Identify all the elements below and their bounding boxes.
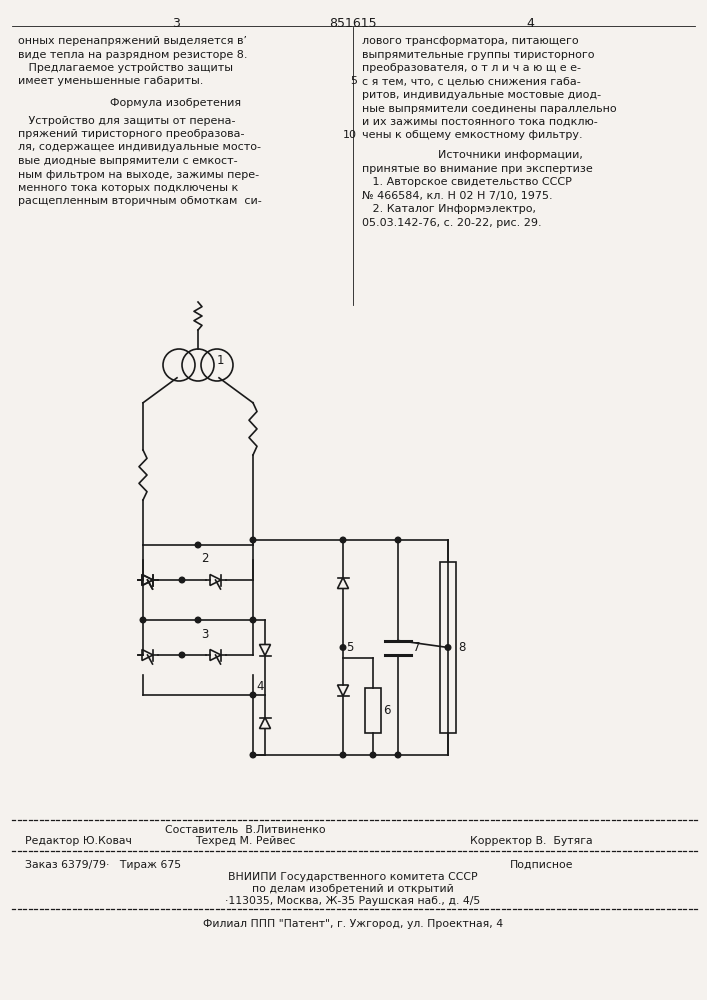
Text: Источники информации,: Источники информации, [438,150,583,160]
Text: менного тока которых подключены к: менного тока которых подключены к [18,183,238,193]
Circle shape [250,537,256,543]
Text: 2: 2 [201,552,209,566]
Text: Формула изобретения: Формула изобретения [110,98,242,108]
Text: 4: 4 [526,17,534,30]
Text: ля, содержащее индивидуальные мосто-: ля, содержащее индивидуальные мосто- [18,142,261,152]
Text: пряжений тиристорного преобразова-: пряжений тиристорного преобразова- [18,129,245,139]
Text: 3: 3 [201,628,209,641]
Text: лового трансформатора, питающего: лового трансформатора, питающего [362,36,578,46]
Text: вые диодные выпрямители с емкост-: вые диодные выпрямители с емкост- [18,156,238,166]
Text: ·113035, Москва, Ж-35 Раушская наб., д. 4/5: ·113035, Москва, Ж-35 Раушская наб., д. … [226,896,481,906]
Circle shape [340,645,346,650]
Text: 7: 7 [413,641,421,654]
Circle shape [250,692,256,698]
Text: 10: 10 [343,130,357,140]
Circle shape [395,752,401,758]
Text: принятые во внимание при экспертизе: принятые во внимание при экспертизе [362,163,592,174]
Text: 3: 3 [172,17,180,30]
Text: 1. Авторское свидетельство СССР: 1. Авторское свидетельство СССР [362,177,572,187]
Circle shape [195,617,201,623]
Text: 5: 5 [346,641,354,654]
Text: 2. Каталог Информэлектро,: 2. Каталог Информэлектро, [362,204,536,214]
Text: и их зажимы постоянного тока подклю-: и их зажимы постоянного тока подклю- [362,117,597,127]
Text: расщепленным вторичным обмоткам  си-: расщепленным вторичным обмоткам си- [18,196,262,207]
Circle shape [250,617,256,623]
Text: ным фильтром на выходе, зажимы пере-: ным фильтром на выходе, зажимы пере- [18,169,259,180]
Circle shape [195,542,201,548]
Text: ритов, индивидуальные мостовые диод-: ритов, индивидуальные мостовые диод- [362,90,601,100]
Text: Техред М. Рейвес: Техред М. Рейвес [195,836,296,846]
Text: онных перенапряжений выделяется в’: онных перенапряжений выделяется в’ [18,36,247,46]
Text: Редактор Ю.Ковач: Редактор Ю.Ковач [25,836,132,846]
Text: № 466584, кл. Н 02 Н 7/10, 1975.: № 466584, кл. Н 02 Н 7/10, 1975. [362,190,553,200]
Text: преобразователя, о т л и ч а ю щ е е-: преобразователя, о т л и ч а ю щ е е- [362,63,581,73]
Text: Филиал ППП "Патент", г. Ужгород, ул. Проектная, 4: Филиал ППП "Патент", г. Ужгород, ул. Про… [203,919,503,929]
Circle shape [395,537,401,543]
Text: 5: 5 [350,77,357,87]
Text: 8: 8 [458,641,465,654]
Bar [365,688,381,733]
Text: ные выпрямители соединены параллельно: ные выпрямители соединены параллельно [362,104,617,113]
Text: Составитель  В.Литвиненко: Составитель В.Литвиненко [165,825,325,835]
Text: Корректор В.  Бутяга: Корректор В. Бутяга [470,836,592,846]
Text: ВНИИПИ Государственного комитета СССР: ВНИИПИ Государственного комитета СССР [228,872,478,882]
Text: 851615: 851615 [329,17,377,30]
Circle shape [250,752,256,758]
Circle shape [179,577,185,583]
Text: по делам изобретений и открытий: по делам изобретений и открытий [252,884,454,894]
Text: Предлагаемое устройство защиты: Предлагаемое устройство защиты [18,63,233,73]
Circle shape [340,752,346,758]
Text: выпрямительные группы тиристорного: выпрямительные группы тиристорного [362,49,595,60]
Text: имеет уменьшенные габариты.: имеет уменьшенные габариты. [18,77,204,87]
Text: 4: 4 [256,680,264,694]
Circle shape [445,645,451,650]
Text: 1: 1 [217,354,225,366]
Text: 6: 6 [383,704,390,717]
Text: 05.03.142-76, с. 20-22, рис. 29.: 05.03.142-76, с. 20-22, рис. 29. [362,218,542,228]
Text: Заказ 6379/79·   Тираж 675: Заказ 6379/79· Тираж 675 [25,860,181,870]
Circle shape [140,617,146,623]
Circle shape [370,752,376,758]
Text: Устройство для защиты от перена-: Устройство для защиты от перена- [18,115,235,125]
Text: с я тем, что, с целью снижения габа-: с я тем, что, с целью снижения габа- [362,77,580,87]
Text: виде тепла на разрядном резисторе 8.: виде тепла на разрядном резисторе 8. [18,49,247,60]
Circle shape [340,537,346,543]
Circle shape [179,652,185,658]
Bar [440,562,456,733]
Text: чены к общему емкостному фильтру.: чены к общему емкостному фильтру. [362,130,583,140]
Text: Подписное: Подписное [510,860,573,870]
